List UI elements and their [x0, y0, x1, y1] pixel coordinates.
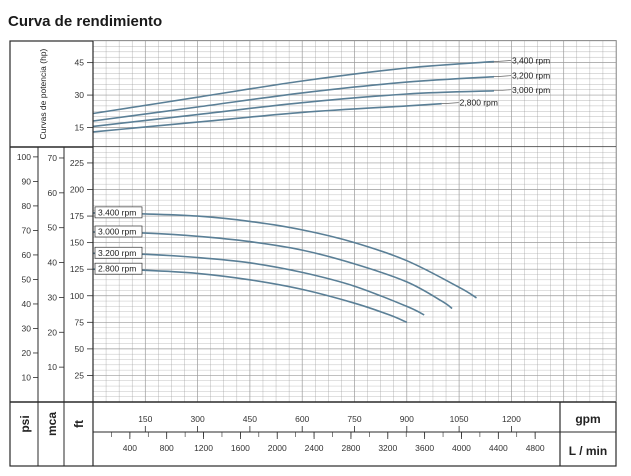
head-curve-label-group: 2.800 rpm [94, 262, 143, 275]
head-curve-label-box [94, 246, 143, 259]
gpm-tick-label: 750 [347, 414, 361, 424]
head-curve-label-box [94, 262, 143, 275]
mca-tick-label: 10 [48, 362, 58, 372]
head-curve-line [92, 231, 453, 310]
mca-tick-label: 30 [48, 292, 58, 302]
ft-tick-label: 125 [70, 264, 84, 274]
mca-unit-label: mca [45, 412, 59, 436]
head-grid [92, 146, 617, 403]
gpm-tick-label: 150 [138, 414, 152, 424]
head-curve-label: 2.800 rpm [98, 264, 136, 274]
psi-tick-label: 90 [22, 176, 32, 186]
psi-tick-label: 70 [22, 225, 32, 235]
gpm-ticks: 150 300 450 600 750 900 1050 1200 [138, 414, 521, 432]
lmin-tick-label: 3600 [415, 443, 434, 453]
lmin-tick-label: 4800 [526, 443, 545, 453]
ft-tick-label: 225 [70, 158, 84, 168]
power-y-tick-label: 30 [75, 90, 85, 100]
psi-tick-label: 30 [22, 323, 32, 333]
psi-tick-label: 50 [22, 274, 32, 284]
psi-tick-label: 10 [22, 372, 32, 382]
head-panel: 3.400 rpm 3.000 rpm 3.200 rpm 2.800 rpm 10 2… [17, 146, 617, 403]
mca-tick-label: 70 [48, 153, 58, 163]
mca-tick-label: 40 [48, 258, 58, 268]
power-y-tick-label: 15 [75, 123, 85, 133]
gpm-tick-label: 600 [295, 414, 309, 424]
power-curve-leader [493, 75, 511, 77]
lmin-unit-label: L / min [569, 444, 607, 458]
gpm-tick-label: 1200 [502, 414, 521, 424]
psi-tick-label: 40 [22, 299, 32, 309]
lmin-tick-label: 2400 [305, 443, 324, 453]
gpm-tick-label: 300 [191, 414, 205, 424]
head-curve-label-box [94, 225, 143, 238]
power-curve-label: 2,800 rpm [460, 98, 498, 108]
power-curve-line [92, 90, 495, 128]
power-curve-line [92, 75, 495, 122]
lmin-tick-label: 800 [160, 443, 174, 453]
head-curve-label-group: 3.400 rpm [94, 206, 143, 219]
ft-ticks: 25 50 75 100 125 150 175 200 225 [70, 158, 93, 380]
power-panel: 3,400 rpm 3,200 rpm 3,000 rpm 2,800 rpm 15 3… [38, 40, 617, 147]
head-curve-label-group: 3.000 rpm [94, 225, 143, 238]
mca-tick-label: 50 [48, 223, 58, 233]
gpm-unit-label: gpm [575, 412, 600, 426]
ft-tick-label: 150 [70, 238, 84, 248]
lmin-tick-label: 2800 [341, 443, 360, 453]
lmin-tick-label: 1600 [231, 443, 250, 453]
ft-tick-label: 50 [75, 344, 85, 354]
lmin-tick-label: 4400 [489, 443, 508, 453]
head-curve-label: 3.400 rpm [98, 207, 136, 217]
head-curve-label-group: 3.200 rpm [94, 246, 143, 259]
power-curve-line [92, 102, 442, 133]
psi-tick-label: 20 [22, 348, 32, 358]
gpm-tick-label: 1050 [450, 414, 469, 424]
lmin-tick-label: 4000 [452, 443, 471, 453]
ft-unit-label: ft [72, 420, 86, 428]
psi-ticks: 10 20 30 40 50 60 70 80 90 100 [17, 152, 38, 382]
power-y-ticks: 15 30 45 [75, 58, 93, 133]
power-curve-labels: 3,400 rpm 3,200 rpm 3,000 rpm 2,800 rpm [441, 56, 550, 108]
head-curve-line [92, 268, 408, 324]
mca-tick-label: 60 [48, 188, 58, 198]
mca-ticks: 10 20 30 40 50 60 70 [48, 153, 64, 372]
head-curve-label-box [94, 206, 143, 219]
psi-tick-label: 100 [17, 152, 31, 162]
power-curve-line [92, 60, 495, 115]
gpm-tick-label: 900 [400, 414, 414, 424]
head-curve-line [92, 212, 477, 299]
mca-tick-label: 20 [48, 327, 58, 337]
ft-tick-label: 25 [75, 370, 85, 380]
page-title: Curva de rendimiento [8, 13, 162, 30]
psi-tick-label: 80 [22, 201, 32, 211]
gpm-tick-label: 450 [243, 414, 257, 424]
power-curves [92, 60, 495, 133]
head-curves [92, 212, 477, 324]
lmin-tick-label: 3200 [378, 443, 397, 453]
ft-tick-label: 75 [75, 317, 85, 327]
psi-tick-label: 60 [22, 250, 32, 260]
power-y-tick-label: 45 [75, 58, 85, 68]
power-curve-label: 3,400 rpm [512, 56, 550, 66]
power-curve-label: 3,200 rpm [512, 71, 550, 81]
head-curve-line [92, 252, 425, 316]
power-curve-label: 3,000 rpm [512, 85, 550, 95]
ft-tick-label: 175 [70, 211, 84, 221]
power-curve-leader [493, 89, 511, 92]
power-curve-leader [493, 60, 511, 62]
head-curve-label: 3.200 rpm [98, 248, 136, 258]
psi-unit-label: psi [18, 415, 32, 432]
power-curve-leader [441, 102, 459, 105]
head-curve-label: 3.000 rpm [98, 227, 136, 237]
ft-tick-label: 100 [70, 291, 84, 301]
lmin-tick-label: 400 [123, 443, 137, 453]
power-axis-label: Curvas de potencia (hp) [38, 48, 48, 139]
lmin-tick-label: 2000 [268, 443, 287, 453]
head-curve-labels: 3.400 rpm 3.000 rpm 3.200 rpm 2.800 rpm [94, 206, 143, 275]
lmin-ticks: 400 800 1200 1600 2000 2400 2800 3200 3600 4000 44… [111, 432, 545, 453]
lmin-tick-label: 1200 [194, 443, 213, 453]
ft-tick-label: 200 [70, 185, 84, 195]
